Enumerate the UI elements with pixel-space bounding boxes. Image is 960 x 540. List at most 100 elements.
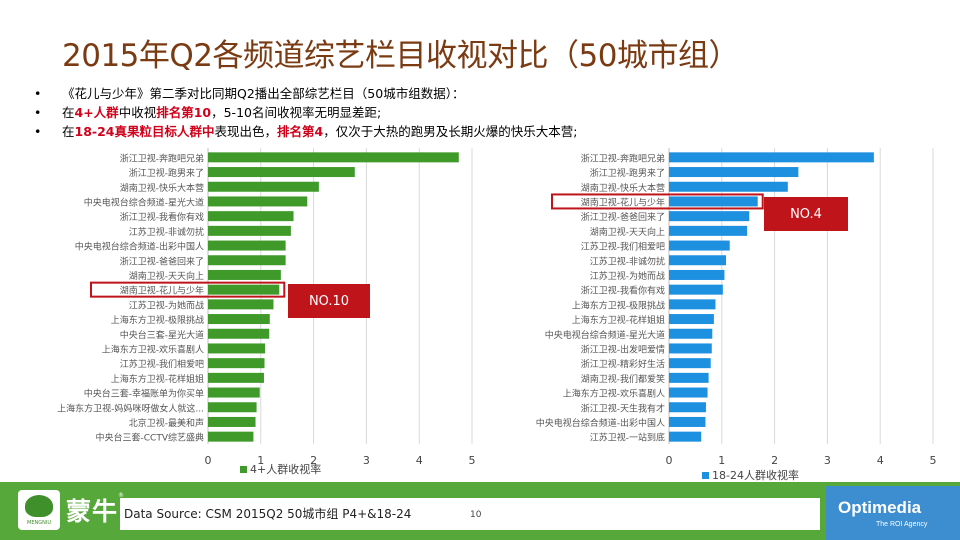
category-label: 北京卫视-最美和声 bbox=[129, 417, 204, 429]
x-tick-label: 0 bbox=[666, 454, 673, 467]
highlight-box bbox=[90, 281, 286, 298]
category-label: 湖南卫视-我们都爱笑 bbox=[581, 373, 665, 385]
rank-callout-text: NO.4 bbox=[790, 207, 822, 222]
legend-label: 4+人群收视率 bbox=[250, 462, 321, 476]
bar bbox=[669, 269, 725, 280]
optimedia-tagline: The ROI Agency bbox=[876, 521, 928, 528]
category-label: 中央台三套-CCTV综艺盛典 bbox=[96, 432, 204, 444]
bullet-dot: • bbox=[34, 124, 42, 139]
highlight-box bbox=[551, 193, 764, 210]
category-label: 江苏卫视-为她而战 bbox=[590, 270, 665, 282]
bar bbox=[669, 240, 730, 251]
category-label: 浙江卫视-我看你有戏 bbox=[120, 211, 204, 223]
bullet-text: 《花儿与少年》第二季对比同期Q2播出全部综艺栏目（50城市组数据）： bbox=[62, 86, 465, 101]
x-tick-label: 3 bbox=[824, 454, 831, 467]
bar bbox=[669, 211, 750, 222]
x-tick-label: 2 bbox=[310, 454, 317, 467]
bullet-highlight: 18-24真果粒目标人群中 bbox=[74, 124, 215, 139]
x-tick-label: 1 bbox=[257, 454, 264, 467]
bullet-text: ，仅次于大热的跑男及长期火爆的快乐大本营; bbox=[323, 124, 578, 139]
category-label: 中央电视台综合频道-出彩中国人 bbox=[75, 241, 204, 253]
bullet-list: • 《花儿与少年》第二季对比同期Q2播出全部综艺栏目（50城市组数据）： • 在4+人… bbox=[34, 84, 934, 141]
bar bbox=[208, 211, 294, 222]
category-label: 浙江卫视-跑男来了 bbox=[590, 167, 665, 179]
category-label: 湖南卫视-花儿与少年 bbox=[120, 285, 204, 297]
bar bbox=[669, 416, 706, 427]
category-label: 浙江卫视-爸爸回来了 bbox=[581, 211, 665, 223]
bullet-text: 在 bbox=[62, 105, 75, 120]
category-label: 上海东方卫视-极限挑战 bbox=[111, 314, 204, 326]
bar bbox=[669, 431, 702, 442]
bar bbox=[208, 152, 459, 163]
category-label: 中央台三套-幸福账单为你买单 bbox=[84, 388, 204, 400]
bar bbox=[208, 358, 265, 369]
bar bbox=[208, 284, 280, 295]
bullet-item: • 《花儿与少年》第二季对比同期Q2播出全部综艺栏目（50城市组数据）： bbox=[34, 84, 934, 103]
rank-callout bbox=[764, 197, 848, 231]
category-label: 江苏卫视-我们相爱吧 bbox=[581, 241, 665, 253]
bar bbox=[208, 343, 266, 354]
category-label: 上海东方卫视-极限挑战 bbox=[572, 299, 665, 311]
bar bbox=[669, 314, 714, 325]
category-label: 江苏卫视-一站到底 bbox=[590, 432, 665, 444]
bar bbox=[208, 167, 355, 178]
bar bbox=[669, 284, 723, 295]
bullet-text: 中收视 bbox=[118, 105, 157, 120]
category-label: 上海东方卫视-欢乐喜剧人 bbox=[102, 343, 204, 355]
optimedia-panel bbox=[826, 486, 960, 540]
category-label: 上海东方卫视-欢乐喜剧人 bbox=[563, 388, 665, 400]
bullet-text: 表现出色， bbox=[214, 124, 278, 139]
x-tick-label: 0 bbox=[205, 454, 212, 467]
bar bbox=[208, 372, 264, 383]
category-label: 浙江卫视-精彩好生活 bbox=[581, 358, 665, 370]
bar bbox=[669, 225, 748, 236]
category-label: 江苏卫视-非诚勿扰 bbox=[590, 255, 665, 267]
bar bbox=[669, 255, 727, 266]
bar bbox=[208, 314, 270, 325]
bar bbox=[669, 402, 706, 413]
bar bbox=[208, 255, 286, 266]
category-label: 中央电视台综合频道-星光大道 bbox=[84, 196, 204, 208]
bar bbox=[669, 387, 708, 398]
bar bbox=[669, 328, 713, 339]
rank-callout-text: NO.10 bbox=[309, 294, 349, 309]
registered-mark: ® bbox=[118, 492, 124, 499]
category-label: 浙江卫视-奔跑吧兄弟 bbox=[120, 152, 204, 164]
category-label: 中央台三套-星光大道 bbox=[120, 329, 204, 341]
bullet-text: ，5-10名间收视率无明显差距; bbox=[211, 105, 382, 120]
legend-label: 18-24人群收视率 bbox=[712, 468, 799, 482]
bar bbox=[208, 240, 286, 251]
brand-name: 蒙牛 bbox=[66, 497, 119, 526]
page-number: 10 bbox=[470, 510, 482, 520]
bar bbox=[669, 358, 711, 369]
x-tick-label: 1 bbox=[718, 454, 725, 467]
source-panel bbox=[120, 498, 820, 530]
slide-title: 2015年Q2各频道综艺栏目收视对比（50城市组） bbox=[62, 38, 739, 74]
category-label: 江苏卫视-我们相爱吧 bbox=[120, 358, 204, 370]
category-label: 湖南卫视-快乐大本营 bbox=[120, 182, 204, 194]
category-label: 中央电视台综合频道-星光大道 bbox=[545, 329, 665, 341]
mengniu-logo-text: MENGNIU bbox=[27, 520, 51, 526]
data-source: Data Source: CSM 2015Q2 50城市组 P4+&18-24 bbox=[124, 507, 412, 521]
category-label: 江苏卫视-为她而战 bbox=[129, 299, 204, 311]
x-tick-label: 3 bbox=[363, 454, 370, 467]
category-label: 湖南卫视-天天向上 bbox=[590, 226, 665, 238]
category-label: 上海东方卫视-花样姐姐 bbox=[111, 373, 204, 385]
category-label: 浙江卫视-爸爸回来了 bbox=[120, 255, 204, 267]
bar bbox=[208, 402, 257, 413]
x-tick-label: 4 bbox=[877, 454, 884, 467]
x-tick-label: 2 bbox=[771, 454, 778, 467]
bullet-dot: • bbox=[34, 86, 42, 101]
mengniu-logo-mark bbox=[25, 495, 53, 517]
bar bbox=[208, 196, 308, 207]
bar bbox=[208, 225, 291, 236]
bar bbox=[669, 299, 716, 310]
category-label: 浙江卫视-跑男来了 bbox=[129, 167, 204, 179]
x-tick-label: 5 bbox=[469, 454, 476, 467]
category-label: 湖南卫视-天天向上 bbox=[129, 270, 204, 282]
optimedia-logo: Optimedia bbox=[838, 498, 922, 517]
bullet-highlight: 排名第10 bbox=[156, 105, 212, 120]
x-tick-label: 4 bbox=[416, 454, 423, 467]
bar bbox=[208, 269, 281, 280]
